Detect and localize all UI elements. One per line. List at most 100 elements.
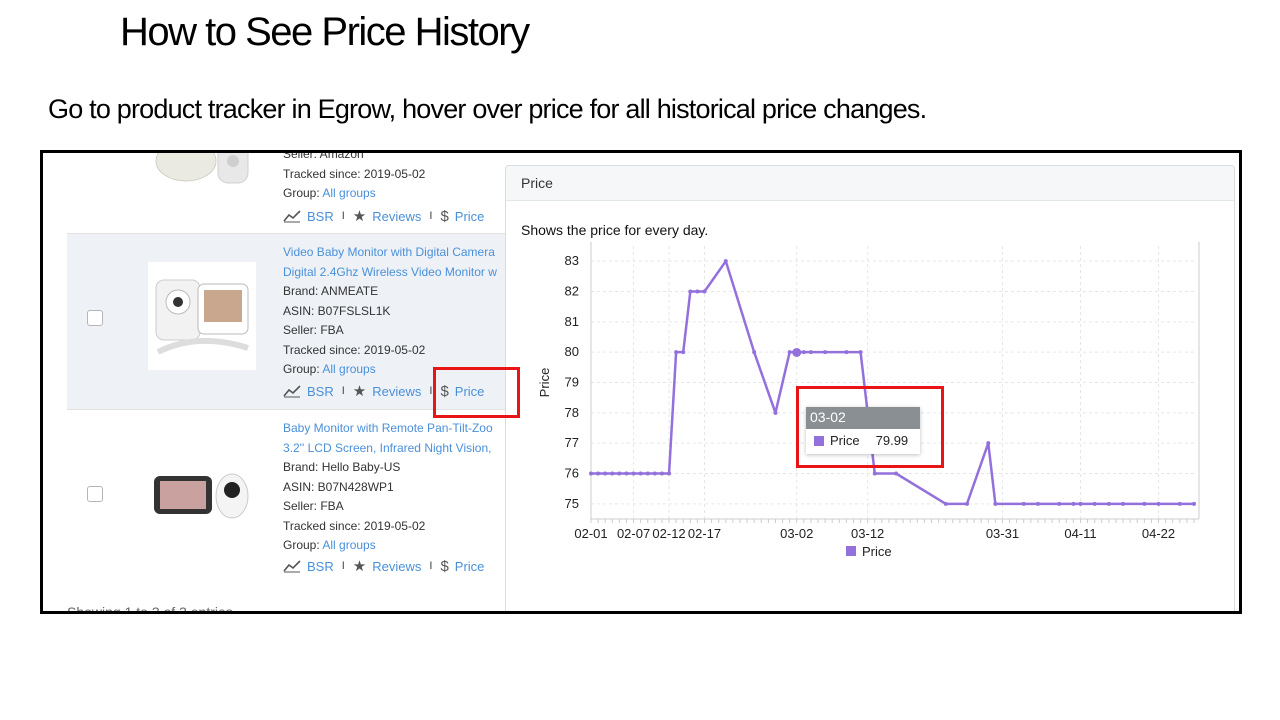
reviews-link[interactable]: Reviews	[372, 208, 422, 224]
y-tick-label: 77	[565, 435, 579, 450]
y-tick-label: 82	[565, 284, 579, 299]
data-point	[823, 350, 828, 355]
product-title-line2[interactable]: 3.2'' LCD Screen, Infrared Night Vision,	[283, 440, 492, 455]
price-link[interactable]: Price	[454, 383, 485, 399]
dollar-icon: $	[440, 557, 449, 575]
bsr-link[interactable]: BSR	[307, 558, 334, 574]
x-tick-label: 04-22	[1142, 526, 1175, 541]
product-actions: BSR I ★ Reviews I $ Price	[283, 382, 484, 400]
chart-trend-icon	[283, 559, 301, 573]
product-title-line2[interactable]: Digital 2.4Ghz Wireless Video Monitor w	[283, 264, 497, 279]
y-tick-label: 76	[565, 466, 579, 481]
product-brand: Brand: ANMEATE	[283, 284, 379, 298]
x-tick-label: 03-02	[780, 526, 813, 541]
data-point	[652, 471, 657, 476]
reviews-link[interactable]: Reviews	[372, 558, 422, 574]
data-point	[638, 471, 643, 476]
bsr-link[interactable]: BSR	[307, 383, 334, 399]
data-point	[695, 289, 700, 294]
panel-description: Shows the price for every day.	[521, 222, 709, 238]
data-point	[1106, 501, 1111, 506]
product-actions: BSR I ★ Reviews I $ Price	[283, 207, 484, 225]
data-point	[787, 350, 792, 355]
data-point	[681, 350, 686, 355]
data-point	[1177, 501, 1182, 506]
product-info: Video Baby Monitor with Digital Camera D…	[283, 243, 497, 380]
product-group: Group: All groups	[283, 186, 376, 200]
panel-title: Price	[506, 166, 1234, 201]
data-point	[964, 501, 969, 506]
data-point	[631, 471, 636, 476]
reviews-link[interactable]: Reviews	[372, 383, 422, 399]
tooltip-date: 03-02	[806, 407, 920, 429]
product-tracked: Tracked since: 2019-05-02	[283, 342, 426, 357]
chart-trend-icon	[283, 209, 301, 223]
row-checkbox[interactable]	[87, 310, 103, 326]
legend-swatch	[846, 546, 856, 556]
table-footer: Showing 1 to 3 of 3 entries	[67, 604, 233, 614]
highlighted-point	[792, 347, 802, 357]
data-point	[986, 441, 991, 446]
tooltip-highlight	[796, 386, 944, 468]
star-icon: ★	[352, 558, 367, 575]
tooltip-series: Price	[830, 433, 860, 448]
y-tick-label: 79	[565, 375, 579, 390]
data-point	[1192, 501, 1196, 506]
chart-tooltip: 03-02 Price 79.99	[806, 407, 920, 454]
data-point	[1121, 501, 1126, 506]
screenshot-frame: Seller: Amazon Tracked since: 2019-05-02…	[40, 150, 1242, 614]
data-point	[773, 410, 778, 415]
data-point	[993, 501, 998, 506]
group-link[interactable]: All groups	[322, 186, 376, 200]
product-title[interactable]: Video Baby Monitor with Digital Camera	[283, 245, 495, 259]
data-point	[674, 350, 679, 355]
data-point	[723, 259, 728, 264]
price-link[interactable]: Price	[454, 208, 485, 224]
data-point	[645, 471, 650, 476]
product-tracked: Tracked since: 2019-05-02	[283, 166, 426, 181]
product-seller: Seller: FBA	[283, 323, 344, 337]
row-divider	[67, 233, 537, 234]
x-tick-label: 02-17	[688, 526, 721, 541]
product-info: Seller: Amazon Tracked since: 2019-05-02…	[283, 153, 426, 204]
product-image[interactable]	[148, 262, 256, 370]
x-tick-label: 03-12	[851, 526, 884, 541]
x-tick-label: 02-07	[617, 526, 650, 541]
star-icon: ★	[352, 208, 367, 225]
data-point	[752, 350, 757, 355]
product-image[interactable]	[148, 153, 256, 185]
price-chart[interactable]: 75 76 77 78 79 80 81 82 83 02-01 02-07 02-12 02-17 03…	[506, 166, 1234, 596]
product-seller: Seller: FBA	[283, 499, 344, 513]
data-point	[894, 471, 899, 476]
slide-subtitle: Go to product tracker in Egrow, hover ov…	[48, 94, 927, 124]
price-panel: Price Shows the price for every day. 75 7…	[505, 165, 1235, 611]
product-brand: Brand: Hello Baby-US	[283, 460, 401, 474]
row-checkbox[interactable]	[87, 486, 103, 502]
product-group: Group: All groups	[283, 362, 376, 376]
price-link-highlight	[433, 367, 520, 418]
product-actions: BSR I ★ Reviews I $ Price	[283, 557, 484, 575]
dollar-icon: $	[440, 207, 449, 225]
data-point	[1156, 501, 1161, 506]
data-point	[1057, 501, 1062, 506]
y-tick-label: 80	[565, 344, 579, 359]
product-asin: ASIN: B07FSLSL1K	[283, 303, 391, 318]
product-asin: ASIN: B07N428WP1	[283, 479, 394, 494]
product-title[interactable]: Baby Monitor with Remote Pan-Tilt-Zoo	[283, 421, 493, 435]
data-point	[667, 471, 672, 476]
y-tick-label: 78	[565, 405, 579, 420]
dollar-icon: $	[440, 382, 449, 400]
product-tracked: Tracked since: 2019-05-02	[283, 518, 426, 533]
data-point	[872, 471, 877, 476]
tooltip-row: Price 79.99	[806, 429, 920, 454]
price-link[interactable]: Price	[454, 558, 485, 574]
product-image[interactable]	[148, 438, 256, 546]
slide-title: How to See Price History	[120, 10, 530, 54]
highlighted-row	[67, 233, 537, 409]
group-link[interactable]: All groups	[322, 362, 376, 376]
chart-trend-icon	[283, 384, 301, 398]
bsr-link[interactable]: BSR	[307, 208, 334, 224]
group-link[interactable]: All groups	[322, 538, 376, 552]
y-tick-label: 81	[565, 314, 579, 329]
chart-axes: 75 76 77 78 79 80 81 82 83 02-01 02-07 02-12 02-17 03…	[537, 242, 1200, 541]
